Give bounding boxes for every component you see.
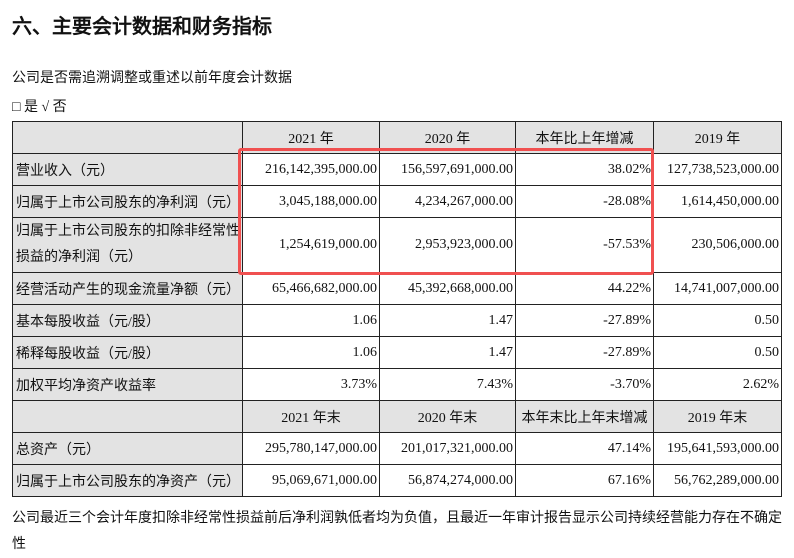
- cell-value: 216,142,395,000.00: [242, 153, 380, 186]
- cell-value: 2,953,923,000.00: [379, 217, 516, 273]
- column-header: 2019 年: [653, 121, 782, 154]
- table-row: 总资产（元） 295,780,147,000.00 201,017,321,000.…: [12, 432, 782, 465]
- column-header: 2020 年: [379, 121, 516, 154]
- cell-value: 3.73%: [242, 368, 380, 401]
- table-row: 归属于上市公司股东的扣除非经常性损益的净利润（元） 1,254,619,000.0…: [12, 217, 782, 273]
- table-row: 归属于上市公司股东的净资产（元） 95,069,671,000.00 56,874,…: [12, 464, 782, 497]
- column-header: 2021 年: [242, 121, 380, 154]
- footer-note: 公司最近三个会计年度扣除非经常性损益前后净利润孰低者均为负值，且最近一年审计报告…: [12, 511, 782, 552]
- row-label: 归属于上市公司股东的扣除非经常性损益的净利润（元）: [12, 217, 243, 273]
- cell-value: 156,597,691,000.00: [379, 153, 516, 186]
- row-label: 经营活动产生的现金流量净额（元）: [12, 272, 243, 305]
- column-header: 本年末比上年末增减: [515, 400, 654, 433]
- table-row: 基本每股收益（元/股） 1.06 1.47 -27.89% 0.50: [12, 304, 782, 337]
- cell-value: 2.62%: [653, 368, 782, 401]
- column-header: [12, 400, 243, 433]
- row-label: 归属于上市公司股东的净资产（元）: [12, 464, 243, 497]
- table-header-row: 2021 年末 2020 年末 本年末比上年末增减 2019 年末: [12, 400, 782, 433]
- cell-value: 1.06: [242, 304, 380, 337]
- cell-value: 65,466,682,000.00: [242, 272, 380, 305]
- cell-value: 3,045,188,000.00: [242, 185, 380, 218]
- table-header-row: 2021 年 2020 年本年比上年增减 2019 年: [12, 121, 782, 154]
- cell-value: 14,741,007,000.00: [653, 272, 782, 305]
- cell-value: 1,614,450,000.00: [653, 185, 782, 218]
- cell-value: 7.43%: [379, 368, 516, 401]
- cell-value: 230,506,000.00: [653, 217, 782, 273]
- restatement-answer: □ 是 √ 否: [12, 100, 67, 115]
- column-header: 2019 年末: [653, 400, 782, 433]
- column-header: [12, 121, 243, 154]
- cell-value: 56,874,274,000.00: [379, 464, 516, 497]
- cell-value: -3.70%: [515, 368, 654, 401]
- cell-value: 295,780,147,000.00: [242, 432, 380, 465]
- cell-value: -27.89%: [515, 304, 654, 337]
- table-row: 加权平均净资产收益率 3.73% 7.43% -3.70% 2.62%: [12, 368, 782, 401]
- cell-value: 195,641,593,000.00: [653, 432, 782, 465]
- financial-indicators-table: 2021 年 2020 年本年比上年增减 2019 年营业收入（元） 216,142,…: [12, 121, 782, 497]
- row-label: 加权平均净资产收益率: [12, 368, 243, 401]
- cell-value: 56,762,289,000.00: [653, 464, 782, 497]
- cell-value: 0.50: [653, 336, 782, 369]
- cell-value: 38.02%: [515, 153, 654, 186]
- cell-value: 201,017,321,000.00: [379, 432, 516, 465]
- cell-value: 127,738,523,000.00: [653, 153, 782, 186]
- cell-value: 1.47: [379, 336, 516, 369]
- cell-value: 1,254,619,000.00: [242, 217, 380, 273]
- cell-value: 0.50: [653, 304, 782, 337]
- cell-value: 67.16%: [515, 464, 654, 497]
- cell-value: -57.53%: [515, 217, 654, 273]
- column-header: 2021 年末: [242, 400, 380, 433]
- table-row: 归属于上市公司股东的净利润（元） 3,045,188,000.00 4,234,26…: [12, 185, 782, 218]
- table-row: 营业收入（元） 216,142,395,000.00 156,597,691,000…: [12, 153, 782, 186]
- row-label: 总资产（元）: [12, 432, 243, 465]
- cell-value: 1.06: [242, 336, 380, 369]
- section-title: 六、主要会计数据和财务指标: [12, 14, 272, 38]
- cell-value: -27.89%: [515, 336, 654, 369]
- row-label: 归属于上市公司股东的净利润（元）: [12, 185, 243, 218]
- cell-value: 47.14%: [515, 432, 654, 465]
- row-label: 稀释每股收益（元/股）: [12, 336, 243, 369]
- table-row: 经营活动产生的现金流量净额（元） 65,466,682,000.00 45,392,…: [12, 272, 782, 305]
- table-row: 稀释每股收益（元/股） 1.06 1.47 -27.89% 0.50: [12, 336, 782, 369]
- cell-value: 1.47: [379, 304, 516, 337]
- row-label: 营业收入（元）: [12, 153, 243, 186]
- row-label: 基本每股收益（元/股）: [12, 304, 243, 337]
- cell-value: 44.22%: [515, 272, 654, 305]
- restatement-question: 公司是否需追溯调整或重述以前年度会计数据: [12, 71, 292, 86]
- cell-value: -28.08%: [515, 185, 654, 218]
- cell-value: 45,392,668,000.00: [379, 272, 516, 305]
- cell-value: 4,234,267,000.00: [379, 185, 516, 218]
- column-header: 本年比上年增减: [515, 121, 654, 154]
- column-header: 2020 年末: [379, 400, 516, 433]
- cell-value: 95,069,671,000.00: [242, 464, 380, 497]
